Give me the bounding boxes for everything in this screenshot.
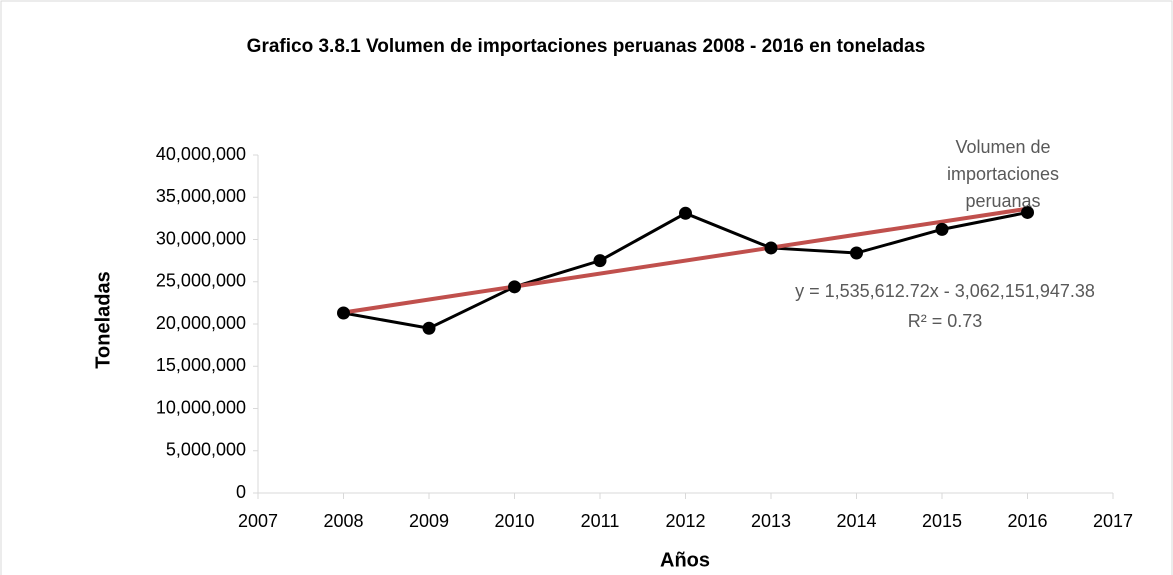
y-tick-label: 5,000,000 — [166, 440, 246, 460]
data-point — [593, 254, 607, 268]
x-tick-label: 2007 — [238, 511, 278, 531]
legend-entry: Volumen de importaciones peruanas — [946, 137, 1060, 211]
x-tick-label: 2010 — [494, 511, 534, 531]
data-point — [935, 222, 949, 236]
x-axis-label: Años — [660, 549, 710, 571]
data-point — [764, 241, 778, 255]
y-tick-label: 35,000,000 — [156, 186, 246, 206]
y-axis-label: Toneladas — [92, 271, 114, 368]
data-point — [337, 306, 350, 320]
x-tick-label: 2015 — [922, 511, 962, 531]
trend-equation: y = 1,535,612.72x - 3,062,151,947.38 — [795, 281, 1095, 301]
data-point — [1021, 205, 1034, 219]
x-tick-label: 2017 — [1093, 511, 1133, 531]
y-tick-label: 0 — [236, 482, 246, 502]
data-point — [850, 246, 863, 260]
y-tick-label: 25,000,000 — [156, 271, 246, 291]
data-point — [679, 206, 692, 220]
x-tick-label: 2013 — [751, 511, 791, 531]
x-tick-label: 2012 — [665, 511, 705, 531]
x-tick-label: 2011 — [581, 511, 620, 531]
x-tick-label: 2016 — [1007, 511, 1047, 531]
trend-r2: R² = 0.73 — [908, 311, 983, 331]
y-tick-label: 20,000,000 — [156, 313, 246, 333]
data-point — [422, 321, 436, 335]
chart-title: Grafico 3.8.1 Volumen de importaciones p… — [247, 36, 926, 57]
y-tick-label: 15,000,000 — [156, 355, 246, 375]
y-tick-label: 10,000,000 — [156, 397, 246, 417]
x-tick-label: 2008 — [323, 511, 363, 531]
x-tick-label: 2014 — [836, 511, 876, 531]
trendline — [343, 206, 1028, 315]
data-point — [508, 280, 521, 294]
x-tick-label: 2009 — [409, 511, 449, 531]
y-tick-label: 40,000,000 — [156, 144, 246, 164]
y-tick-label: 30,000,000 — [156, 228, 246, 248]
